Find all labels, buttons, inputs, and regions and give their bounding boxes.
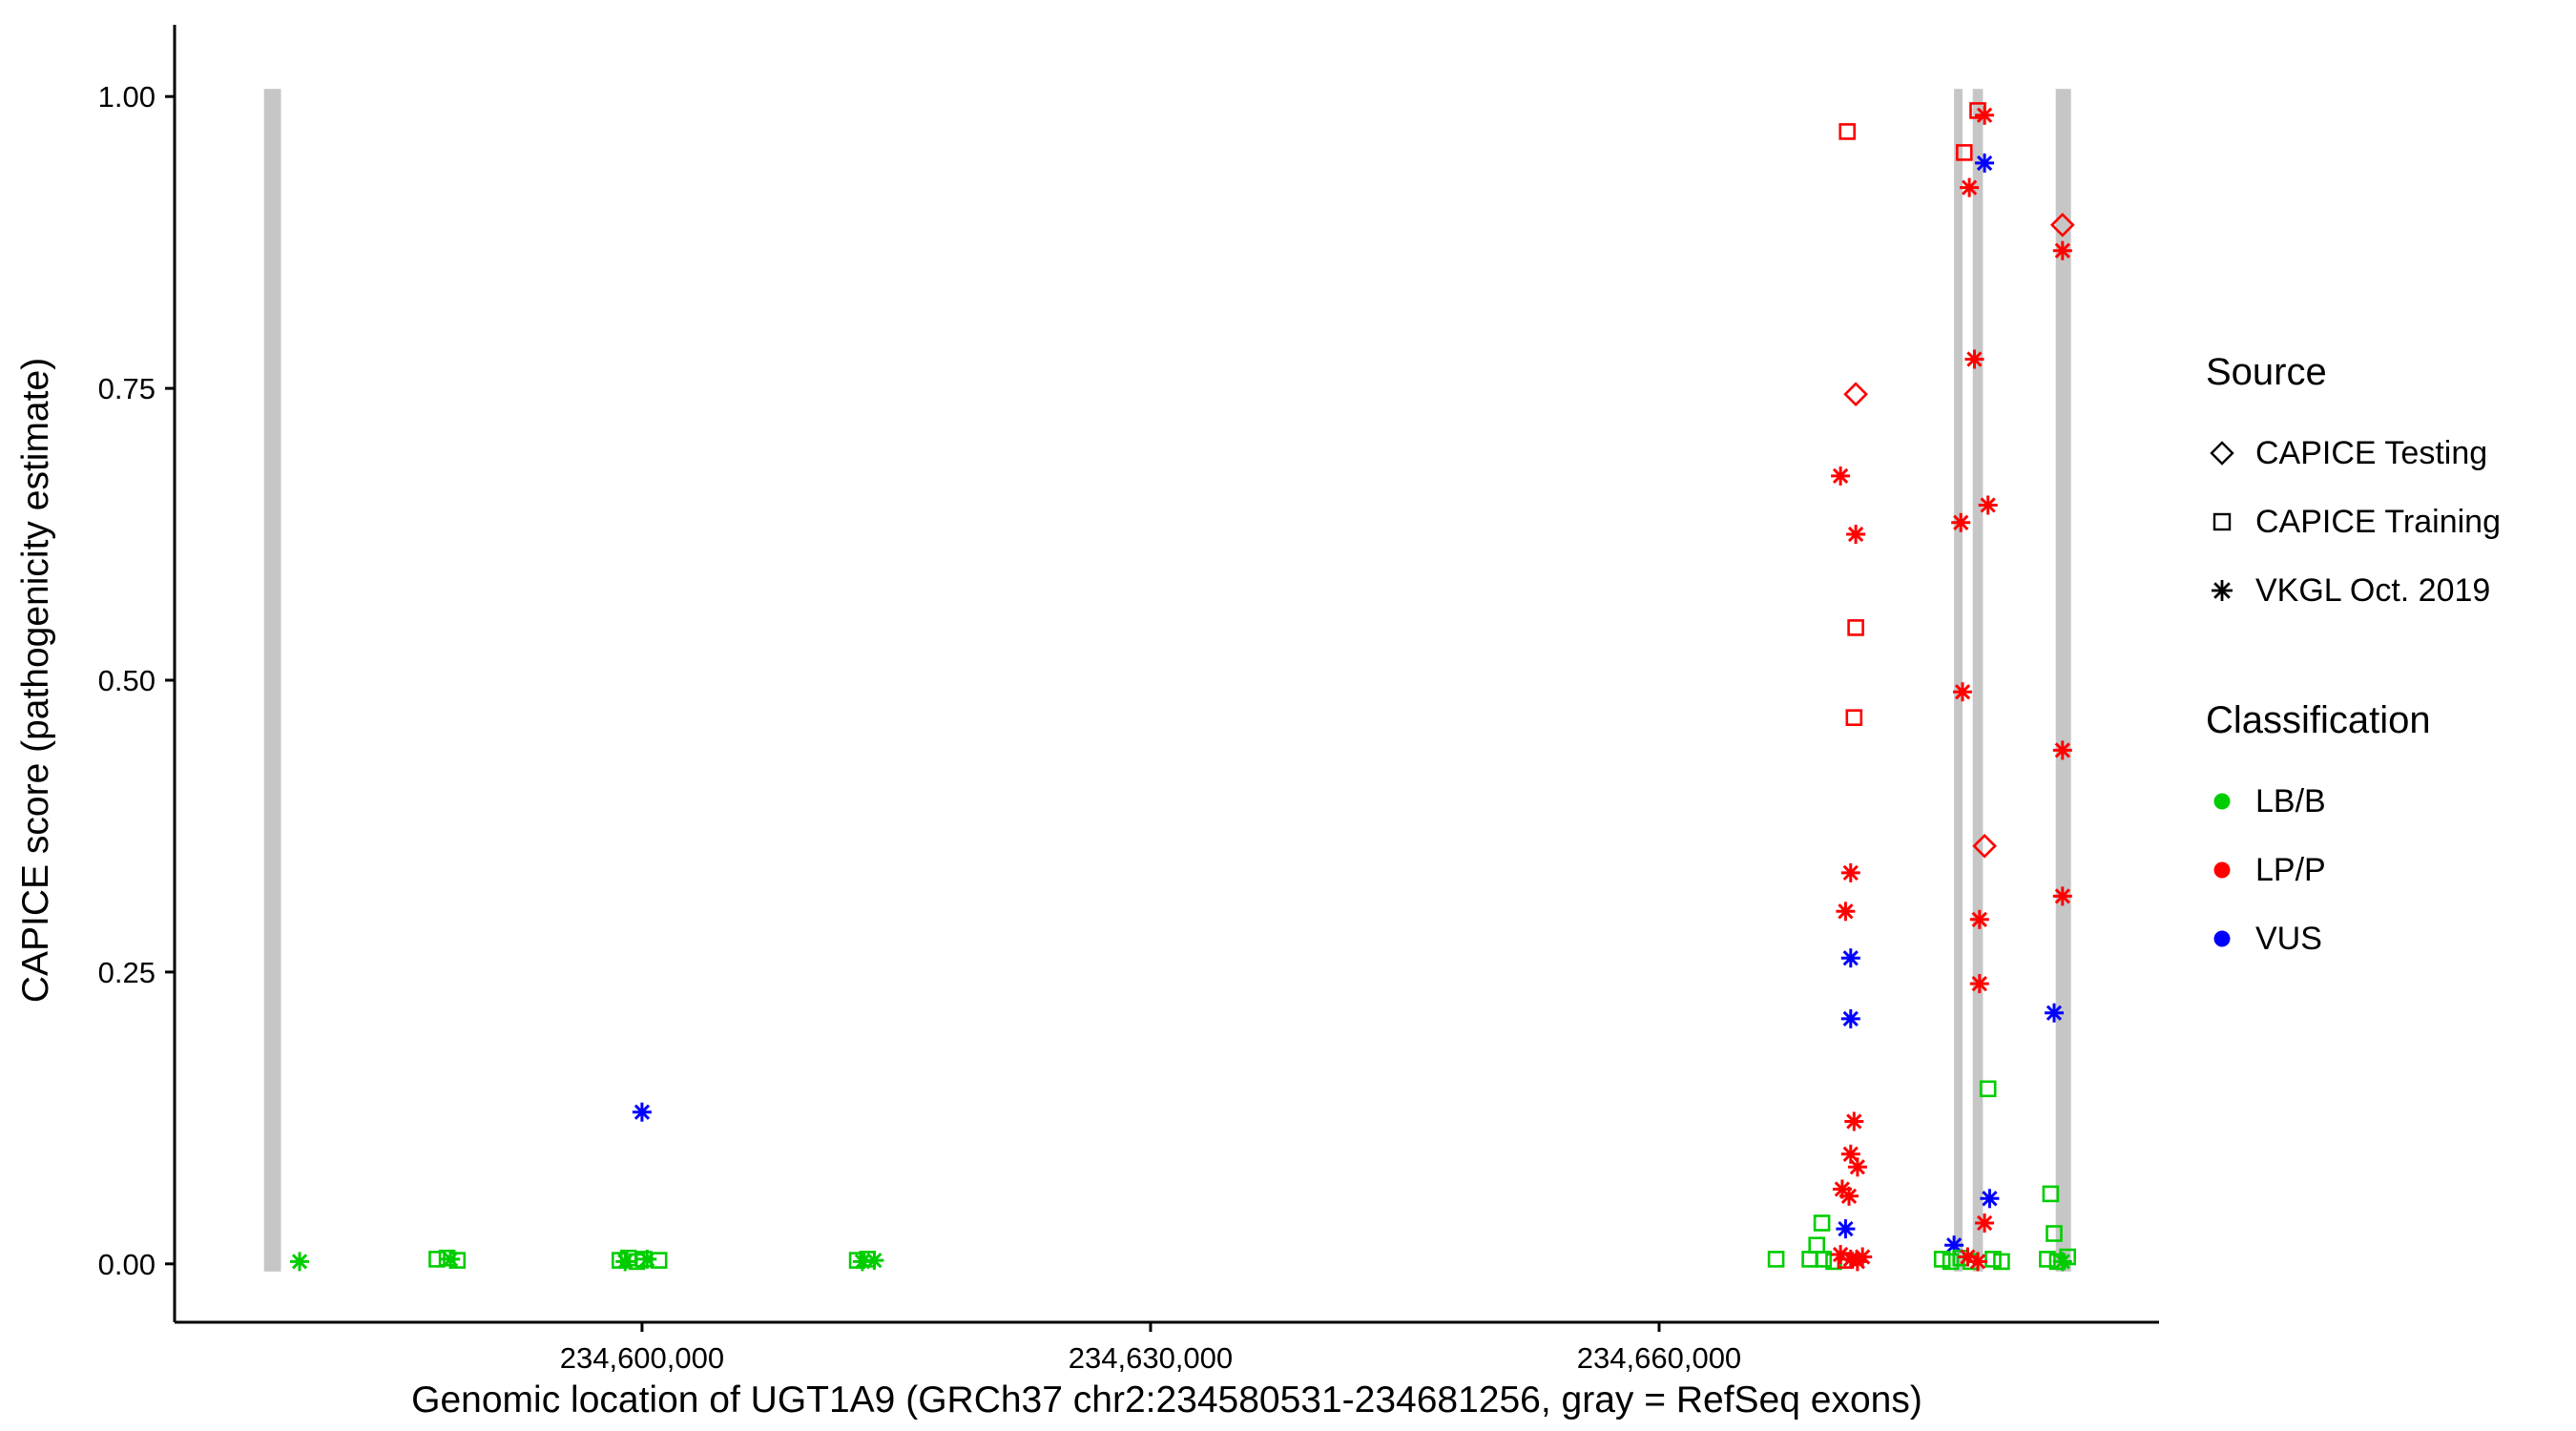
data-point-diamond [1972, 833, 1997, 859]
data-point-asterisk [615, 1252, 635, 1272]
red-dot-icon [2213, 861, 2231, 879]
data-point-asterisk [632, 1102, 652, 1122]
refseq-exon-bar [2055, 89, 2071, 1272]
data-point-asterisk [1853, 1247, 1873, 1267]
data-point-square [2046, 1225, 2063, 1242]
data-point-square [1956, 144, 1973, 161]
legend-item-vkgl: VKGL Oct. 2019 [2206, 556, 2501, 625]
y-axis-title: CAPICE score (pathogenicity estimate) [15, 358, 56, 1003]
data-point-square [2039, 1251, 2056, 1268]
data-point-asterisk [441, 1249, 461, 1269]
axes: 0.00 0.25 0.50 0.75 1.00 234,600,000 234,630,0… [98, 25, 2159, 1375]
data-point-asterisk [1975, 1213, 1995, 1233]
blue-dot-icon [2213, 930, 2231, 947]
data-point-asterisk [1980, 1189, 2000, 1209]
data-point-square [1993, 1253, 2010, 1271]
data-point-asterisk [1846, 525, 1866, 544]
refseq-exon-bar [1954, 89, 1963, 1272]
data-point-asterisk [1978, 495, 1998, 515]
refseq-exon-bar [1972, 89, 1984, 1272]
data-point-square [2042, 1185, 2060, 1203]
data-point-asterisk [1964, 349, 1984, 369]
legend-item-capice-testing: CAPICE Testing [2206, 419, 2501, 487]
data-point-square [1839, 123, 1856, 140]
legend-item-label: VUS [2255, 920, 2322, 957]
data-point-square [1984, 1251, 2002, 1268]
diamond-icon [2210, 441, 2234, 466]
data-point-square [1979, 1080, 1997, 1098]
data-point-asterisk [1968, 1252, 1987, 1272]
data-point-square [1847, 619, 1864, 636]
square-icon [2212, 512, 2232, 531]
data-point-asterisk [1836, 902, 1856, 922]
asterisk-icon [2212, 580, 2233, 601]
data-point-asterisk [1975, 153, 1995, 173]
data-point-square [1845, 709, 1863, 727]
refseq-exon-bars [263, 89, 2071, 1272]
x-tick-label: 234,600,000 [560, 1341, 724, 1375]
legend-item-label: LB/B [2255, 782, 2326, 819]
data-points [290, 102, 2076, 1272]
legend-source-title: Source [2206, 351, 2327, 393]
data-point-square [1942, 1253, 1960, 1271]
data-point-asterisk [2052, 740, 2072, 760]
data-point-square [1801, 1251, 1818, 1268]
legend-item-capice-training: CAPICE Training [2206, 487, 2501, 556]
data-point-square [1808, 1236, 1825, 1254]
legend-classification-section: Classification LB/B LP/P VUS [2206, 699, 2501, 973]
data-point-asterisk [1953, 682, 1972, 702]
data-point-diamond [2049, 212, 2075, 238]
data-point-asterisk [864, 1251, 884, 1271]
data-point-asterisk [1839, 1186, 1859, 1206]
y-tick-label: 1.00 [98, 80, 156, 114]
data-point-asterisk [637, 1249, 657, 1269]
data-point-asterisk [1969, 909, 1989, 929]
refseq-exon-bar [263, 89, 281, 1272]
data-point-asterisk [1836, 1219, 1856, 1239]
x-tick-label: 234,630,000 [1069, 1341, 1233, 1375]
legend: Source CAPICE Testing CAPICE Training [2206, 351, 2501, 973]
legend-item-lbb: LB/B [2206, 767, 2501, 836]
legend-classification-title: Classification [2206, 699, 2431, 741]
data-point-square [1813, 1214, 1831, 1232]
data-point-asterisk [1969, 974, 1989, 994]
legend-item-vus: VUS [2206, 904, 2501, 973]
data-point-asterisk [290, 1252, 309, 1272]
legend-item-lpp: LP/P [2206, 836, 2501, 904]
data-point-square [1815, 1251, 1833, 1268]
legend-item-label: LP/P [2255, 851, 2326, 888]
y-tick-label: 0.00 [98, 1248, 156, 1281]
legend-item-label: CAPICE Testing [2255, 434, 2488, 471]
data-point-asterisk [1960, 177, 1980, 197]
legend-item-label: CAPICE Training [2255, 503, 2501, 540]
x-axis-title: Genomic location of UGT1A9 (GRCh37 chr2:… [411, 1379, 1922, 1421]
y-tick-label: 0.50 [98, 664, 156, 697]
y-tick-label: 0.75 [98, 372, 156, 405]
data-point-square [1933, 1251, 1951, 1268]
data-point-asterisk [2045, 1003, 2064, 1023]
legend-item-label: VKGL Oct. 2019 [2255, 571, 2491, 609]
green-dot-icon [2213, 793, 2231, 810]
data-point-asterisk [1844, 1111, 1864, 1131]
data-point-square [1767, 1251, 1785, 1268]
data-point-asterisk [1840, 862, 1860, 882]
data-point-asterisk [2052, 240, 2072, 260]
data-point-asterisk [1975, 105, 1995, 125]
data-point-diamond [1843, 382, 1868, 407]
data-point-square [2059, 1248, 2076, 1266]
data-point-asterisk [2052, 1252, 2072, 1272]
data-point-asterisk [1840, 948, 1860, 968]
data-point-asterisk [2052, 886, 2072, 906]
data-point-asterisk [1840, 1008, 1860, 1028]
legend-source-section: Source CAPICE Testing CAPICE Training [2206, 351, 2501, 625]
x-tick-label: 234,660,000 [1577, 1341, 1741, 1375]
data-point-asterisk [1847, 1157, 1867, 1177]
data-point-asterisk [1831, 466, 1851, 486]
data-point-square [1837, 1252, 1855, 1269]
y-tick-label: 0.25 [98, 956, 156, 989]
data-point-asterisk [1951, 512, 1971, 532]
